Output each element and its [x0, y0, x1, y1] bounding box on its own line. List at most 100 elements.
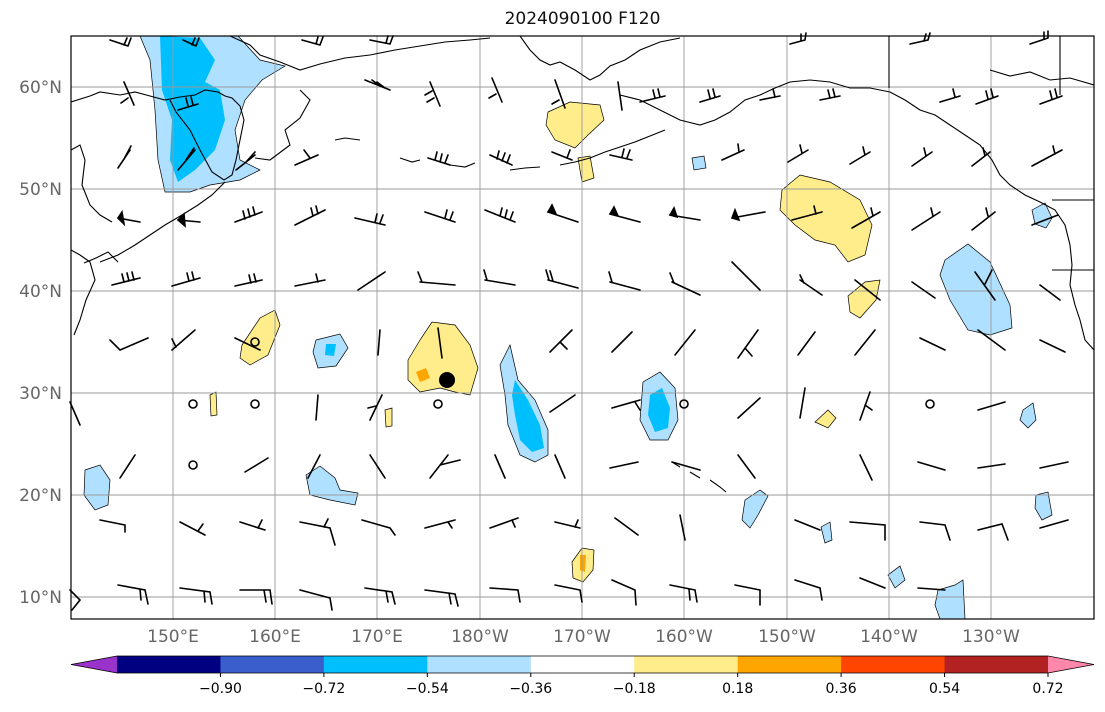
colorbar-tick-label: 0.36	[826, 681, 857, 697]
storm-center-marker	[439, 372, 455, 388]
wind-barb	[177, 96, 199, 111]
wind-barb	[417, 271, 456, 286]
wind-barb	[424, 589, 459, 607]
negative-area-127w	[1034, 491, 1053, 521]
wind-barb	[734, 584, 761, 606]
wind-barb	[791, 205, 823, 221]
lat-label: 50°N	[19, 180, 62, 200]
colorbar-segment	[944, 656, 1049, 673]
wind-barb	[239, 519, 266, 531]
wind-barb	[235, 151, 256, 171]
wind-barb	[639, 88, 666, 103]
wind-barb	[977, 523, 1009, 541]
negative-area-127w-b	[1019, 402, 1037, 429]
lat-label: 10°N	[19, 588, 62, 608]
positive-area-160e	[239, 309, 281, 366]
wind-barb	[611, 579, 637, 606]
wind-barb	[737, 397, 761, 419]
wind-barb	[939, 88, 961, 103]
wind-barb	[307, 454, 321, 479]
wind-barb	[794, 519, 821, 531]
lon-label: 150°E	[147, 627, 199, 647]
positive-area-145w-s	[814, 409, 837, 429]
negative-area-130w	[934, 579, 966, 619]
wind-barb	[1029, 30, 1049, 45]
wind-barb	[799, 387, 806, 419]
wind-barb	[294, 273, 326, 287]
wind-barb	[179, 521, 206, 536]
wind-barb	[489, 150, 513, 166]
wind-barb	[609, 148, 633, 161]
wind-barb	[789, 32, 807, 45]
wind-barb	[429, 454, 461, 479]
lon-label: 130°W	[962, 627, 1020, 647]
wind-barb	[919, 337, 946, 351]
plot-frame	[70, 35, 1095, 620]
negative-area-155w	[741, 489, 769, 529]
negative-core-central	[512, 380, 544, 452]
wind-barb	[551, 79, 566, 109]
negative-area-165w-s	[820, 521, 833, 544]
wind-barb	[699, 88, 721, 103]
wind-barb	[977, 329, 1006, 351]
wind-barb	[427, 151, 451, 166]
wind-barb	[424, 519, 456, 529]
wind-barb	[974, 269, 996, 301]
wind-barb	[315, 394, 319, 421]
wind-barb	[69, 401, 81, 426]
wind-barb	[787, 144, 809, 163]
wind-barb	[367, 394, 383, 421]
wind-barb	[1031, 145, 1063, 167]
wind-barb	[109, 37, 132, 47]
colorbar-tick-label: 0.54	[929, 681, 960, 697]
colorbar-extension-low	[71, 656, 117, 673]
colorbar-segment	[530, 656, 635, 673]
wind-barb	[1031, 214, 1059, 226]
positive-area-172e	[384, 407, 393, 428]
negative-area-135w-s	[887, 565, 906, 589]
lon-label: 160°E	[249, 627, 301, 647]
wind-barb	[977, 401, 1006, 411]
wind-barb	[609, 461, 639, 469]
wind-barb	[721, 143, 745, 161]
anomaly-shading	[83, 36, 1053, 619]
wind-barb	[234, 337, 261, 351]
wind-barb	[294, 149, 319, 166]
wind-barb	[239, 589, 273, 605]
negative-area-160w-n	[691, 155, 707, 171]
negative-area-168e	[305, 465, 359, 506]
wind-barb	[554, 584, 583, 603]
wind-barb	[369, 35, 394, 45]
positive-area-155e	[209, 391, 218, 417]
lon-label: 160°W	[655, 627, 713, 647]
wind-barb	[116, 209, 141, 227]
wind-barb	[849, 146, 871, 165]
wind-barb	[551, 149, 573, 161]
positive-core-170w-s	[580, 555, 586, 572]
wind-barb	[364, 79, 391, 91]
colorbar: −0.90 −0.72 −0.54 −0.36 −0.18 0.18 0.36 0.54 0.7…	[70, 655, 1095, 697]
wind-barb	[911, 281, 936, 299]
negative-core-kamchatka	[160, 36, 225, 182]
wind-barb	[731, 261, 761, 291]
wind-barb	[859, 577, 886, 589]
wind-barb	[1039, 461, 1069, 469]
wind-barb	[668, 206, 701, 221]
positive-area-147w	[779, 174, 873, 263]
wind-barb	[234, 206, 263, 223]
wind-barb	[799, 274, 823, 296]
wind-barb	[117, 584, 149, 605]
wind-barb	[494, 454, 506, 479]
wind-barb	[854, 329, 876, 356]
wind-barb	[849, 521, 886, 541]
wind-barb	[737, 454, 756, 479]
wind-barb	[357, 271, 386, 291]
colorbar-segment	[634, 656, 739, 673]
lon-label: 150°W	[758, 627, 816, 647]
positive-area-alaska	[545, 101, 605, 149]
wind-barb	[354, 213, 386, 226]
wind-barb	[759, 88, 781, 101]
wind-barb	[730, 207, 766, 222]
wind-barb	[614, 517, 639, 536]
wind-barb	[177, 147, 196, 171]
